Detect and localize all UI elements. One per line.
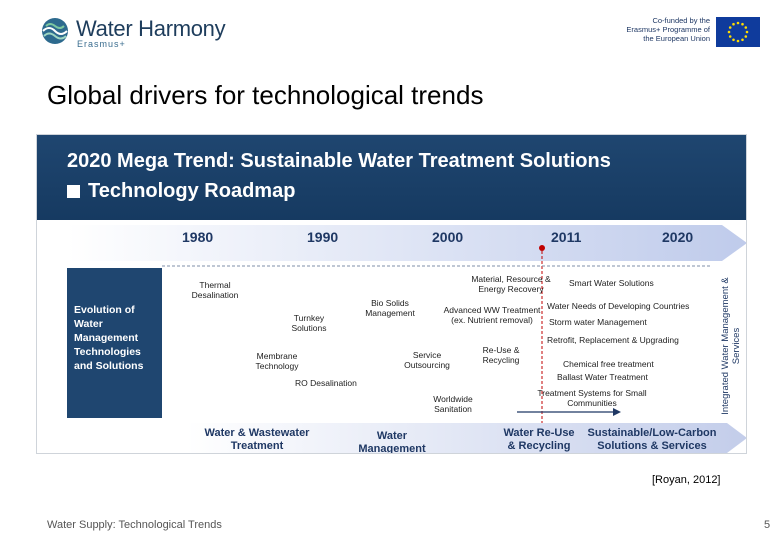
phase-label: Water Re-Use & Recycling [503,427,575,452]
roadmap-item: Thermal Desalination [191,280,239,300]
roadmap-item: Material, Resource & Energy Recovery [471,274,551,294]
figure-title: 2020 Mega Trend: Sustainable Water Treat… [67,150,611,172]
vertical-label-text: Integrated Water Management & Services [720,277,742,415]
roadmap-figure: 2020 Mega Trend: Sustainable Water Treat… [36,134,747,454]
divider-line [162,265,712,267]
water-harmony-logo: Water Harmony Erasmus+ [40,14,240,49]
phase-label: Water Management [358,430,426,454]
current-year-marker [539,245,545,423]
logo-subtitle: Erasmus+ [77,39,126,49]
eu-flag-icon [716,17,760,47]
vertical-label: Integrated Water Management & Services [709,275,746,425]
timeline: 1980 1990 2000 2011 2020 [67,225,746,261]
water-drop-icon [42,18,68,44]
figure-header-band [37,135,746,220]
phase-label: Sustainable/Low-Carbon Solutions & Servi… [587,427,717,452]
year-label: 1980 [182,229,214,245]
roadmap-item: Water Needs of Developing Countries [547,301,690,311]
roadmap-item: Advanced WW Treatment (ex. Nutrient remo… [443,305,541,325]
roadmap-item: Chemical free treatment [563,359,654,369]
eu-cofunded-text: Co-funded by the Erasmus+ Programme of t… [626,16,710,43]
year-label: 2020 [662,229,694,245]
slide-title: Global drivers for technological trends [47,80,484,110]
arrow-icon [517,408,621,416]
roadmap-item: Retrofit, Replacement & Upgrading [547,335,679,345]
roadmap-item: RO Desalination [295,378,357,388]
roadmap-item: Membrane Technology [255,351,299,371]
checkbox-bullet-icon [67,185,80,198]
eu-cofunded-logo: Co-funded by the Erasmus+ Programme of t… [620,16,760,50]
year-label: 1990 [307,229,339,245]
citation: [Royan, 2012] [652,474,721,486]
roadmap-item: Service Outsourcing [404,350,450,370]
phase-label: Water & Wastewater Treatment [204,427,310,452]
left-label-text: Evolution of Water Management Technologi… [74,304,144,372]
year-label: 2011 [551,229,582,245]
roadmap-item: Treatment Systems for Small Communities [537,388,647,408]
roadmap-item: Ballast Water Treatment [557,372,648,382]
left-label-panel [67,268,162,418]
roadmap-item: Smart Water Solutions [569,278,654,288]
roadmap-item: Worldwide Sanitation [433,394,473,414]
roadmap-item: Re-Use & Recycling [482,345,520,365]
roadmap-item: Turnkey Solutions [291,313,327,333]
phase-arrow [187,423,746,453]
figure-subtitle: Technology Roadmap [67,180,295,203]
page-number: 5 [764,519,771,531]
figure-subtitle-text: Technology Roadmap [88,180,296,202]
footer-text: Water Supply: Technological Trends [47,519,222,531]
timeline-arrow [67,225,746,261]
year-label: 2000 [432,229,464,245]
phase-band: Water & Wastewater Treatment Water Manag… [67,422,746,454]
roadmap-item: Bio Solids Management [365,298,415,318]
logo-name: Water Harmony [76,16,226,41]
roadmap-item: Storm water Management [549,317,647,327]
